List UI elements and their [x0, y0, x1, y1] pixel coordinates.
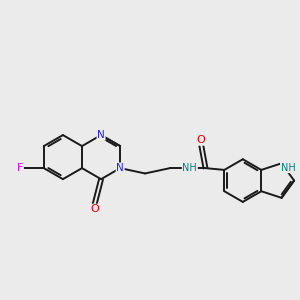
Text: NH: NH	[182, 163, 197, 173]
Text: NH: NH	[280, 163, 295, 172]
Text: O: O	[197, 135, 206, 145]
Text: F: F	[17, 163, 23, 173]
Text: N: N	[116, 163, 124, 173]
Text: O: O	[90, 204, 99, 214]
Text: N: N	[97, 130, 105, 140]
